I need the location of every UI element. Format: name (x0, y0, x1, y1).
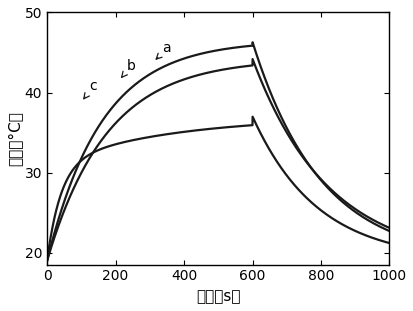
X-axis label: 时间（s）: 时间（s） (196, 289, 240, 304)
Text: c: c (83, 79, 97, 99)
Y-axis label: 温度（°C）: 温度（°C） (7, 111, 22, 166)
Text: b: b (121, 59, 135, 77)
Text: a: a (156, 41, 171, 59)
